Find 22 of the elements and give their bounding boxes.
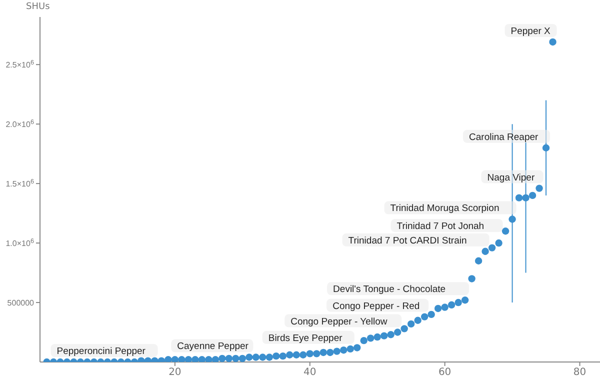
x-tick-label: 60	[438, 367, 452, 378]
annotation: Cayenne Pepper	[177, 341, 248, 352]
y-tick-label: 1.5×10$^{6}$	[6, 178, 34, 189]
x-tick-label: 80	[573, 367, 586, 378]
annotation: Pepperoncini Pepper	[56, 346, 146, 357]
annotation: Trinidad 7 Pot Jonah	[396, 221, 484, 232]
annotation: Congo Pepper - Yellow	[290, 316, 388, 328]
annotation: Trinidad 7 Pot CARDI Strain	[348, 235, 467, 246]
x-tick-label: 40	[304, 367, 316, 378]
annotation: Trinidad Moruga Scorpion	[390, 203, 500, 214]
annotation: Congo Pepper - Red	[332, 300, 420, 312]
y-axis-title: SHUs	[26, 2, 50, 12]
annotation: Devil's Tongue - Chocolate	[333, 284, 446, 296]
annotation: Pepper X	[510, 26, 552, 37]
annotation: Naga Viper	[487, 172, 535, 184]
y-tick-label: 2.0×10$^{6}$	[6, 118, 34, 130]
y-tick-label: 1.0×10$^{6}$	[6, 238, 34, 248]
y-tick-label: 500000	[7, 298, 35, 308]
y-tick-label: 2.5×10$^{6}$	[6, 59, 34, 70]
annotation: Birds Eye Pepper	[268, 332, 342, 344]
annotation: Carolina Reaper	[469, 132, 538, 143]
x-tick-label: 20	[168, 367, 182, 378]
